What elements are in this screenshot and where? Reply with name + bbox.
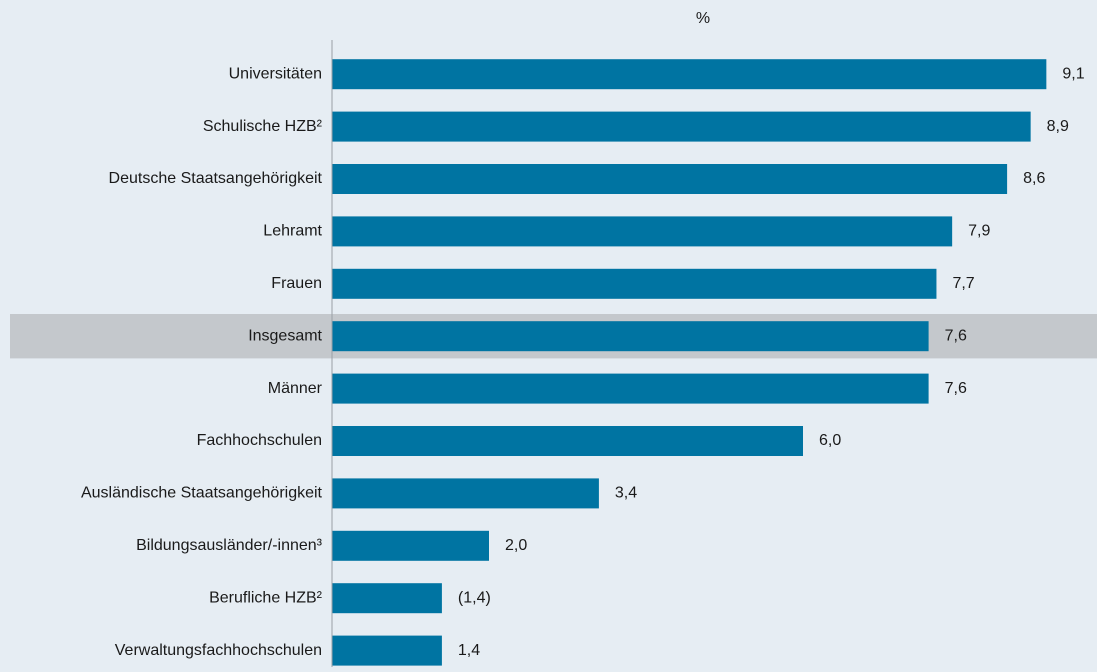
bar xyxy=(332,530,489,561)
bar xyxy=(332,216,953,247)
value-label: 8,6 xyxy=(1023,170,1045,187)
y-tick-label: Frauen xyxy=(271,275,322,292)
y-tick-label: Insgesamt xyxy=(248,327,322,344)
bar xyxy=(332,478,599,509)
bar xyxy=(332,268,937,299)
bar xyxy=(332,59,1047,90)
y-tick-label: Ausländische Staatsangehörigkeit xyxy=(81,485,323,502)
value-label: 3,4 xyxy=(615,485,637,502)
bar xyxy=(332,583,442,614)
bar xyxy=(332,426,803,456)
value-label: 7,9 xyxy=(968,223,990,240)
y-tick-label: Schulische HZB² xyxy=(203,118,323,135)
value-label: (1,4) xyxy=(458,589,491,606)
value-label: 7,7 xyxy=(952,275,974,292)
bar xyxy=(332,164,1008,194)
y-tick-label: Fachhochschulen xyxy=(197,432,322,449)
y-tick-label: Männer xyxy=(268,380,323,397)
y-tick-label: Lehramt xyxy=(263,223,322,240)
y-tick-label: Bildungsausländer/-innen³ xyxy=(136,537,323,554)
bar xyxy=(332,373,929,404)
value-label: 2,0 xyxy=(505,537,527,554)
bar xyxy=(332,321,929,352)
bar xyxy=(332,635,442,666)
y-tick-label: Universitäten xyxy=(229,65,322,82)
value-label: 9,1 xyxy=(1062,65,1084,82)
y-tick-label: Verwaltungsfachhochschulen xyxy=(115,642,322,659)
axis-unit-label: % xyxy=(696,10,710,27)
value-label: 8,9 xyxy=(1047,118,1069,135)
bar xyxy=(332,111,1031,142)
value-label: 6,0 xyxy=(819,432,841,449)
y-tick-label: Deutsche Staatsangehörigkeit xyxy=(109,170,323,187)
y-tick-label: Berufliche HZB² xyxy=(209,589,323,606)
value-label: 1,4 xyxy=(458,642,480,659)
value-label: 7,6 xyxy=(945,327,967,344)
value-label: 7,6 xyxy=(945,380,967,397)
